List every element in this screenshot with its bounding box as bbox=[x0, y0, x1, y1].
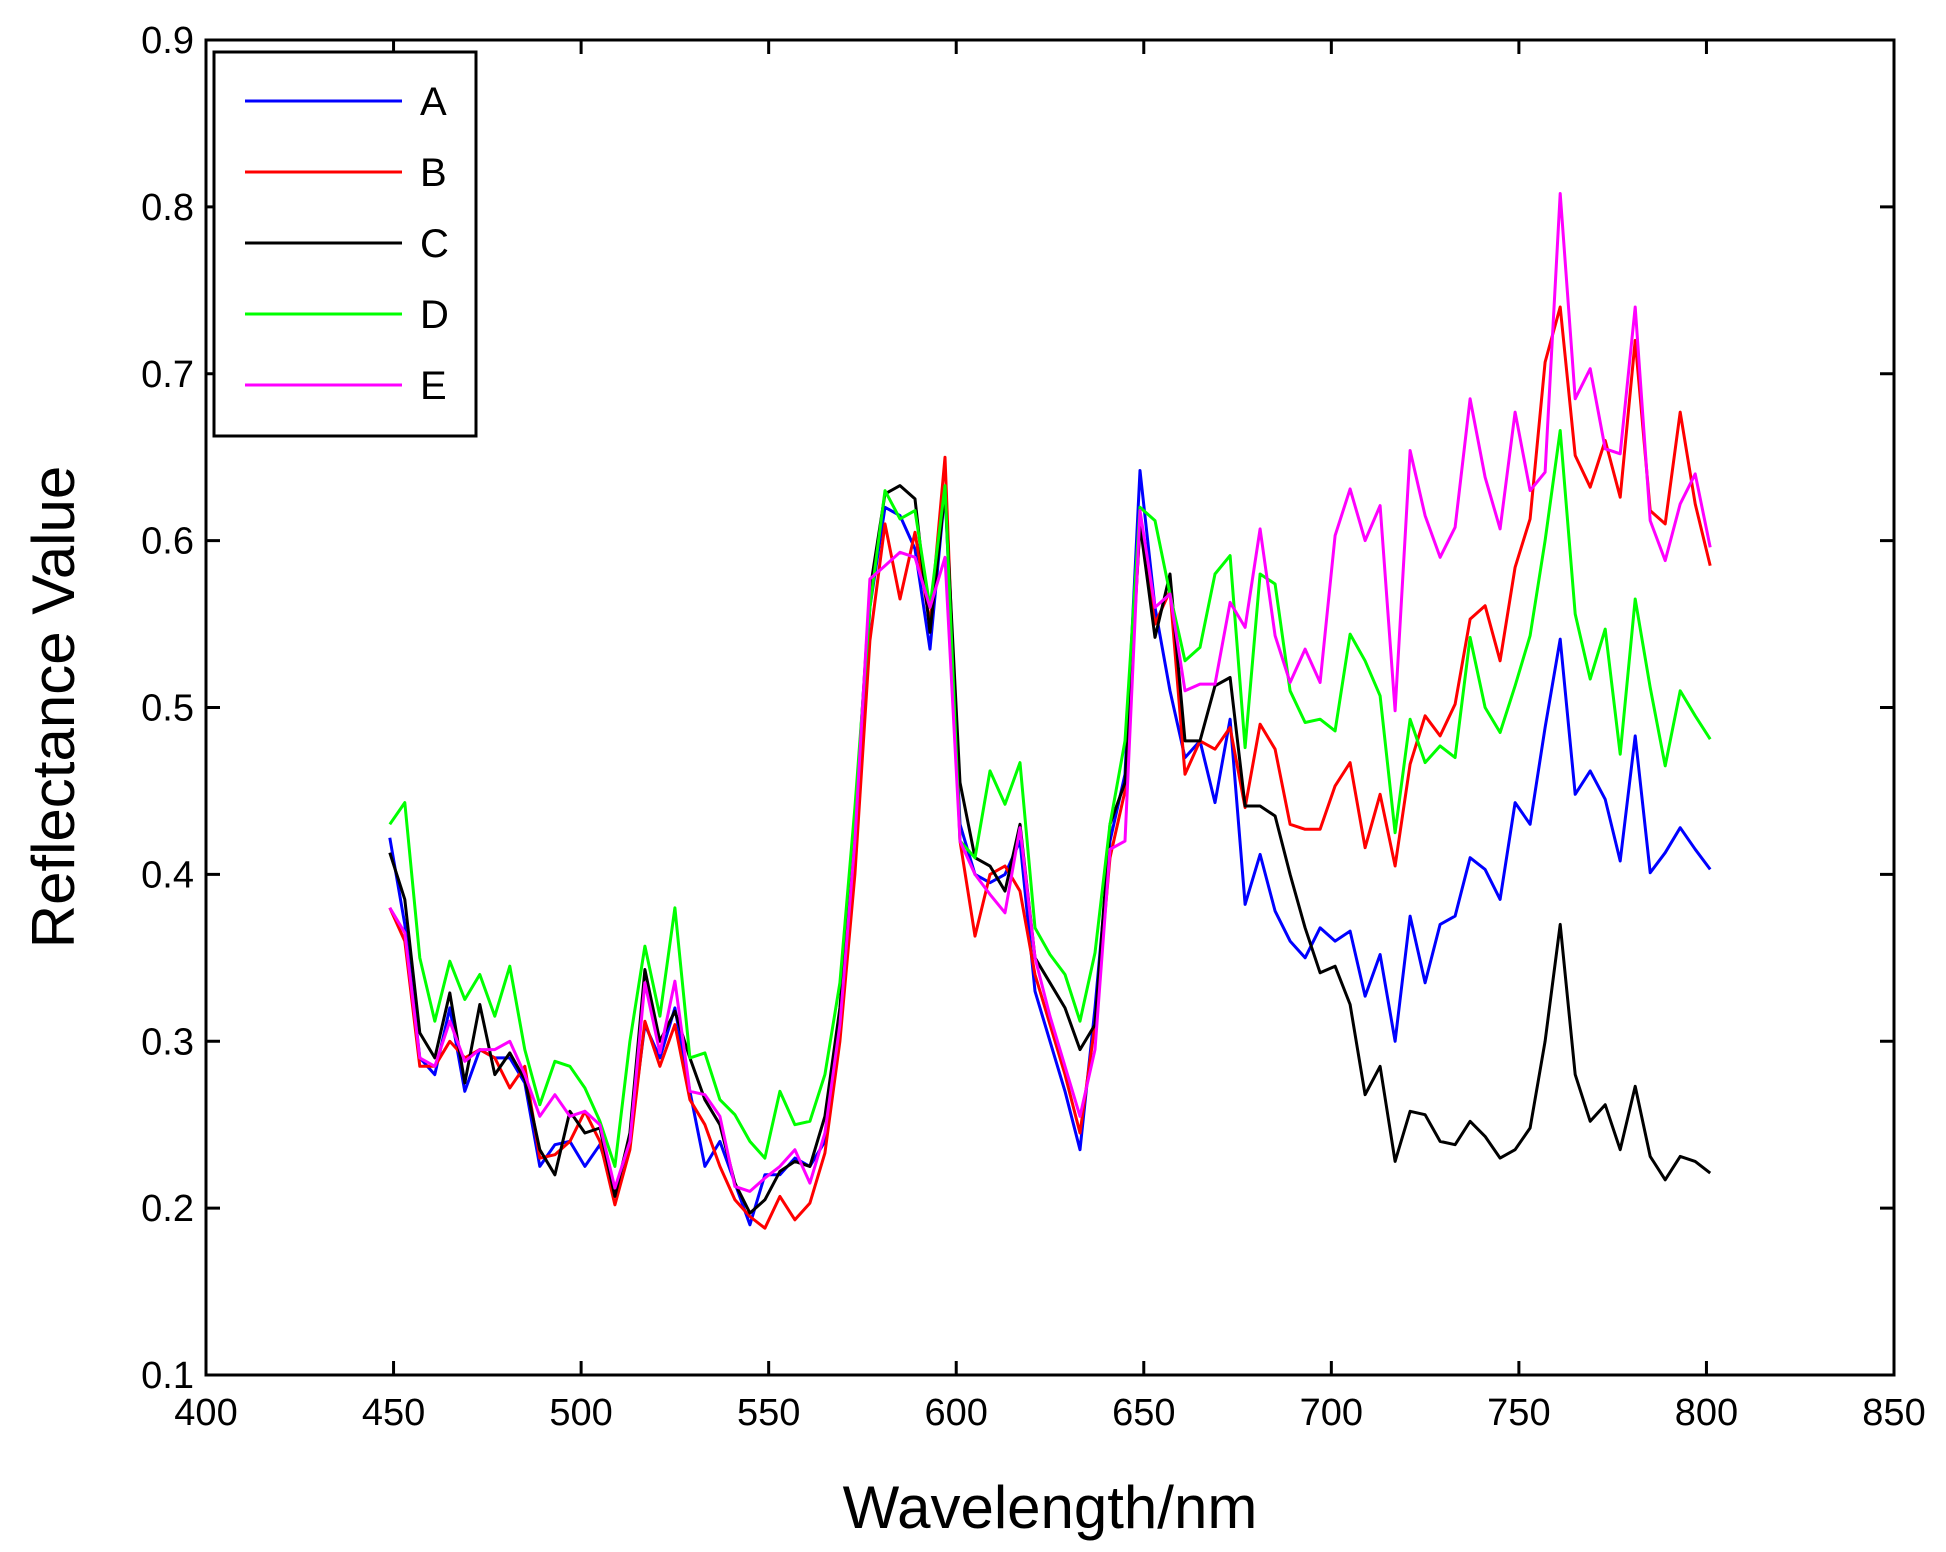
y-tick-label: 0.3 bbox=[141, 1021, 194, 1063]
x-tick-label: 600 bbox=[925, 1392, 988, 1434]
series-line-e bbox=[388, 192, 1712, 1193]
tick-layer: 400 450 500 550 600 650 700 750 800 850 0.1 0.2 0.3 0… bbox=[141, 20, 1926, 1434]
y-tick-label: 0.2 bbox=[141, 1188, 194, 1230]
y-tick-label: 0.4 bbox=[141, 854, 194, 896]
y-tick-label: 0.6 bbox=[141, 521, 194, 563]
legend-label-a: A bbox=[420, 80, 447, 124]
x-tick-label: 450 bbox=[362, 1392, 425, 1434]
x-tick-label: 800 bbox=[1675, 1392, 1738, 1434]
legend-label-e: E bbox=[420, 364, 447, 408]
x-tick-label: 500 bbox=[549, 1392, 612, 1434]
y-tick-label: 0.8 bbox=[141, 187, 194, 229]
legend-label-c: C bbox=[420, 222, 449, 266]
x-tick-label: 400 bbox=[174, 1392, 237, 1434]
series-layer bbox=[388, 192, 1712, 1230]
x-axis-title: Wavelength/nm bbox=[843, 1474, 1258, 1541]
x-tick-label: 550 bbox=[737, 1392, 800, 1434]
legend-label-d: D bbox=[420, 293, 449, 337]
y-axis-title: Reflectance Value bbox=[20, 466, 87, 949]
series-line-d bbox=[388, 429, 1712, 1168]
y-tick-label: 0.5 bbox=[141, 688, 194, 730]
y-tick-label: 0.9 bbox=[141, 20, 194, 62]
legend-label-b: B bbox=[420, 151, 447, 195]
y-tick-label: 0.7 bbox=[141, 354, 194, 396]
x-tick-label: 650 bbox=[1112, 1392, 1175, 1434]
x-tick-label: 750 bbox=[1487, 1392, 1550, 1434]
x-tick-label: 850 bbox=[1862, 1392, 1925, 1434]
series-line-b bbox=[388, 305, 1712, 1230]
y-tick-label: 0.1 bbox=[141, 1355, 194, 1397]
series-line-c bbox=[388, 484, 1712, 1215]
x-tick-label: 700 bbox=[1300, 1392, 1363, 1434]
